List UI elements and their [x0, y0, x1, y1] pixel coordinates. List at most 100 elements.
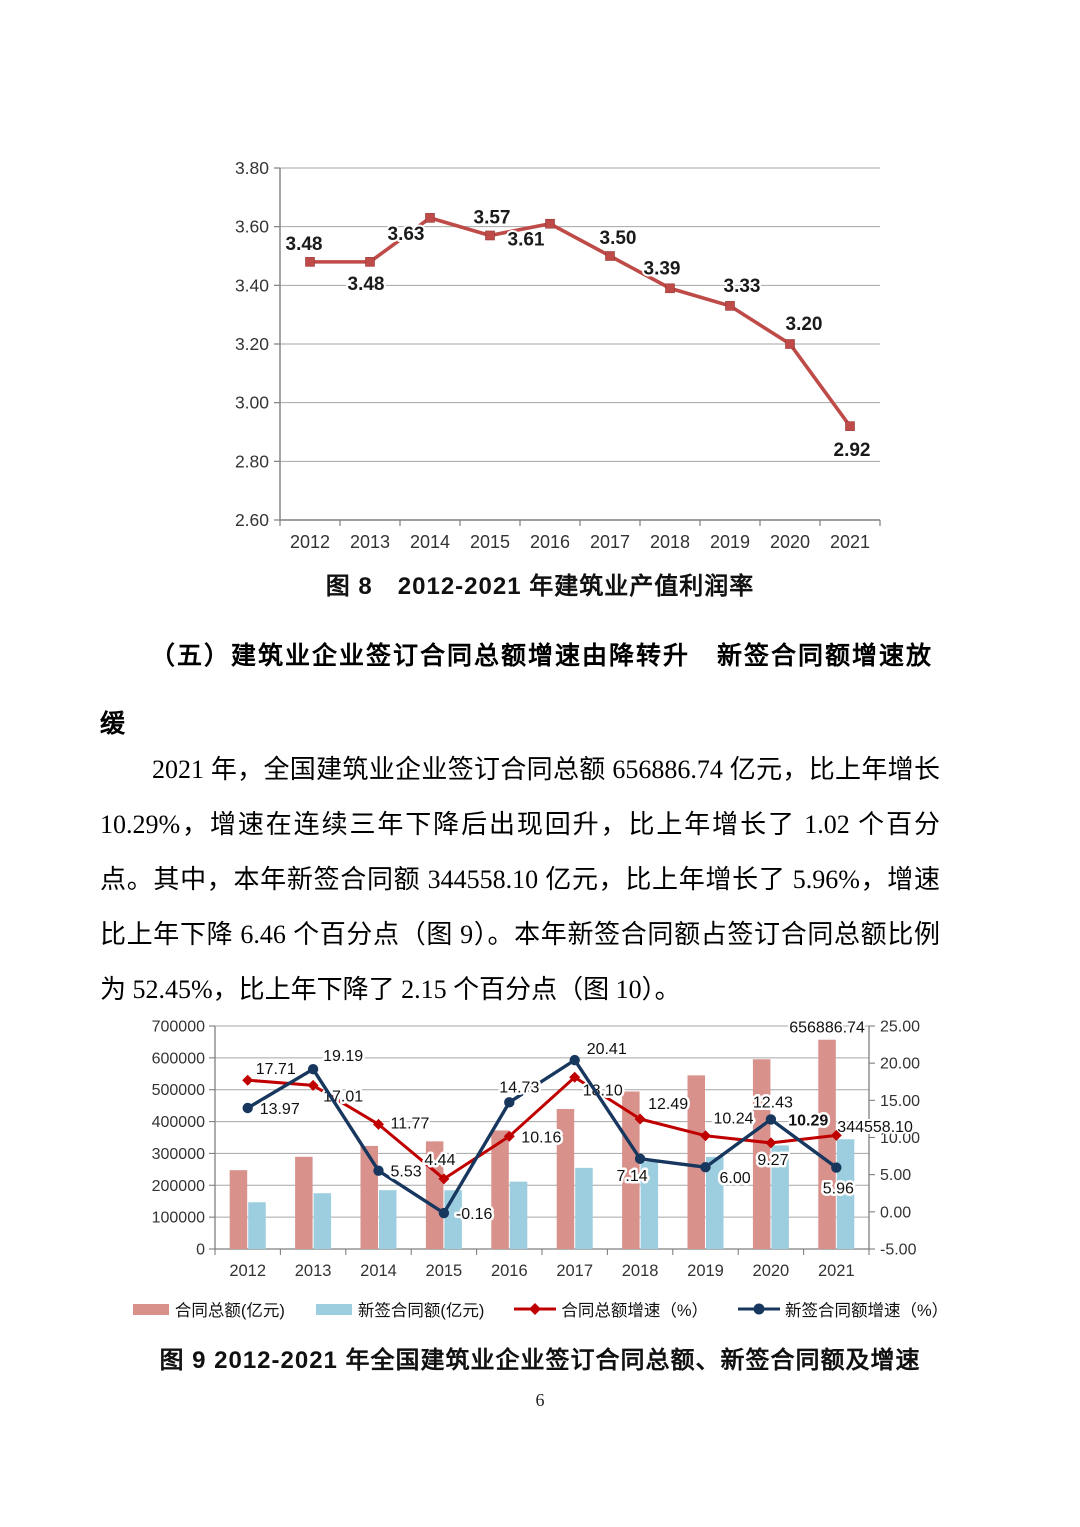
data-label: 4.44: [424, 1152, 455, 1169]
square-marker-icon: [485, 230, 495, 241]
x-axis-tick-label: 2021: [830, 532, 870, 552]
left-axis-tick-label: 200000: [152, 1178, 205, 1195]
profit-rate-series: 3.48 3.48 3.63 3.573.61 3.50 3.39 3.33 3.20 2.92: [284, 205, 873, 463]
right-axis-tick-label: 20.00: [880, 1056, 920, 1073]
data-label: 10.29: [788, 1112, 828, 1129]
bar: [556, 1108, 575, 1249]
data-label: -0.16: [456, 1206, 493, 1223]
diamond-marker-icon: [373, 1118, 384, 1130]
circle-marker-icon: [504, 1097, 515, 1108]
data-label: 7.14: [617, 1168, 648, 1185]
bar: [313, 1193, 332, 1249]
data-label: 20.41: [587, 1041, 627, 1058]
new-growth-line-swatch-icon: [738, 1303, 780, 1315]
data-label: 3.48: [348, 274, 385, 295]
right-axis-tick-label: 0.00: [880, 1204, 911, 1221]
body-paragraph: 2021 年，全国建筑业企业签订合同总额 656886.74 亿元，比上年增长 …: [100, 755, 940, 1004]
square-marker-icon: [665, 283, 675, 294]
new-contracts-bars: [248, 1139, 855, 1249]
bar: [360, 1145, 378, 1249]
circle-marker-icon: [765, 1114, 777, 1125]
section-heading-line2: 缓: [100, 710, 128, 738]
x-axis-tick-label: 2019: [710, 532, 750, 552]
square-marker-icon: [365, 257, 375, 267]
data-label: 5.53: [391, 1164, 422, 1181]
bar: [491, 1130, 509, 1249]
bar: [575, 1167, 593, 1249]
x-axis-tick-label: 2020: [753, 1262, 790, 1280]
data-label: 6.00: [720, 1170, 751, 1187]
square-marker-icon: [545, 218, 555, 229]
total-contracts-bar-swatch-icon: [132, 1304, 169, 1315]
circle-marker-icon: [831, 1162, 842, 1173]
data-label: 3.61: [508, 230, 545, 251]
diamond-marker-icon: [830, 1129, 842, 1141]
circle-marker-icon: [438, 1207, 450, 1219]
left-axis-tick-label: 100000: [152, 1210, 205, 1227]
legend-label: 合同总额(亿元): [174, 1302, 285, 1320]
data-label: 3.50: [600, 228, 637, 249]
data-label: 12.43: [753, 1094, 793, 1111]
x-axis-tick-label: 2021: [818, 1262, 855, 1280]
x-axis-tick-label: 2013: [350, 532, 390, 552]
legend-item-total-growth: 合同总额增速（%）: [514, 1297, 708, 1321]
x-axis-tick-label: 2015: [470, 532, 510, 552]
left-axis-tick-label: 300000: [152, 1146, 205, 1163]
x-axis-tick-label: 2020: [770, 532, 810, 552]
legend-item-total-contracts: 合同总额(亿元): [132, 1297, 285, 1321]
legend-label: 新签合同额增速（%）: [785, 1302, 949, 1320]
data-label: 3.33: [724, 276, 761, 297]
data-label: 3.48: [286, 234, 323, 255]
figure8-profit-rate-chart: 2.60 2.80 3.00 3.20 3.40 3.60 3.80 2012 2013 2014…: [192, 148, 892, 573]
left-axis-tick-label: 400000: [152, 1114, 205, 1131]
data-label: 12.49: [648, 1096, 688, 1113]
legend-label: 合同总额增速（%）: [561, 1302, 708, 1320]
data-label: 3.57: [474, 207, 511, 228]
data-label: 18.10: [583, 1082, 623, 1099]
bar: [379, 1190, 397, 1249]
x-axis-tick-label: 2016: [491, 1262, 528, 1280]
legend-item-new-contracts: 新签合同额(亿元): [315, 1297, 484, 1321]
right-axis-tick-label: 10.00: [880, 1130, 920, 1147]
total-contracts-bars: [229, 1039, 836, 1249]
data-label: 10.16: [521, 1129, 561, 1146]
left-axis-tick-label: 700000: [152, 1019, 205, 1036]
y-axis-tick-label: 2.80: [235, 451, 269, 471]
new-growth-line-series: 13.97 19.19 5.53 -0.16 14.73 20.41 7.14 6.00 12.…: [242, 1039, 856, 1226]
x-axis-tick-label: 2015: [426, 1262, 463, 1280]
section-heading: （五）建筑业企业签订合同总额增速由降转升 新签合同额增速放 缓: [100, 622, 945, 758]
square-marker-icon: [605, 251, 615, 261]
data-label: 9.27: [757, 1152, 788, 1169]
circle-marker-icon: [373, 1165, 384, 1176]
figure9-contracts-chart: 0 100000 200000 300000 400000 500000 600000 700…: [139, 1012, 959, 1299]
figure9-legend: 合同总额(亿元) 新签合同额(亿元) 合同总额增速（%） 新签合同额增速（%）: [100, 1297, 980, 1321]
data-label: 5.96: [823, 1181, 854, 1198]
data-label: 10.24: [714, 1111, 754, 1128]
data-label: 344558.10: [837, 1119, 913, 1136]
diamond-marker-icon: [307, 1079, 319, 1091]
x-axis-tick-label: 2018: [622, 1262, 659, 1280]
circle-marker-icon: [242, 1102, 253, 1114]
square-marker-icon: [305, 257, 315, 267]
new-contracts-bar-swatch-icon: [315, 1304, 352, 1315]
y-axis-tick-label: 2.60: [235, 510, 269, 530]
figure9-caption: 图 9 2012-2021 年全国建筑业企业签订合同总额、新签合同额及增速: [159, 1347, 921, 1374]
right-axis-tick-label: 15.00: [880, 1093, 920, 1110]
data-label: 656886.74: [789, 1020, 865, 1037]
bar: [229, 1170, 248, 1249]
x-axis-tick-label: 2017: [590, 532, 630, 552]
left-axis-tick-label: 600000: [152, 1050, 205, 1067]
x-axis-tick-label: 2019: [687, 1262, 724, 1280]
circle-marker-icon: [634, 1153, 646, 1164]
bar: [818, 1039, 836, 1249]
y-axis-tick-label: 3.20: [235, 334, 269, 354]
data-label: 19.19: [323, 1048, 363, 1065]
x-axis-tick-label: 2013: [295, 1262, 332, 1280]
total-growth-line-swatch-icon: [514, 1303, 557, 1315]
square-marker-icon: [725, 301, 735, 311]
x-axis-tick-label: 2012: [290, 532, 330, 552]
diamond-marker-icon: [503, 1130, 515, 1142]
data-label: 3.20: [786, 314, 823, 335]
y-axis-tick-label: 3.40: [235, 275, 269, 295]
y-axis-tick-label: 3.00: [235, 393, 269, 413]
